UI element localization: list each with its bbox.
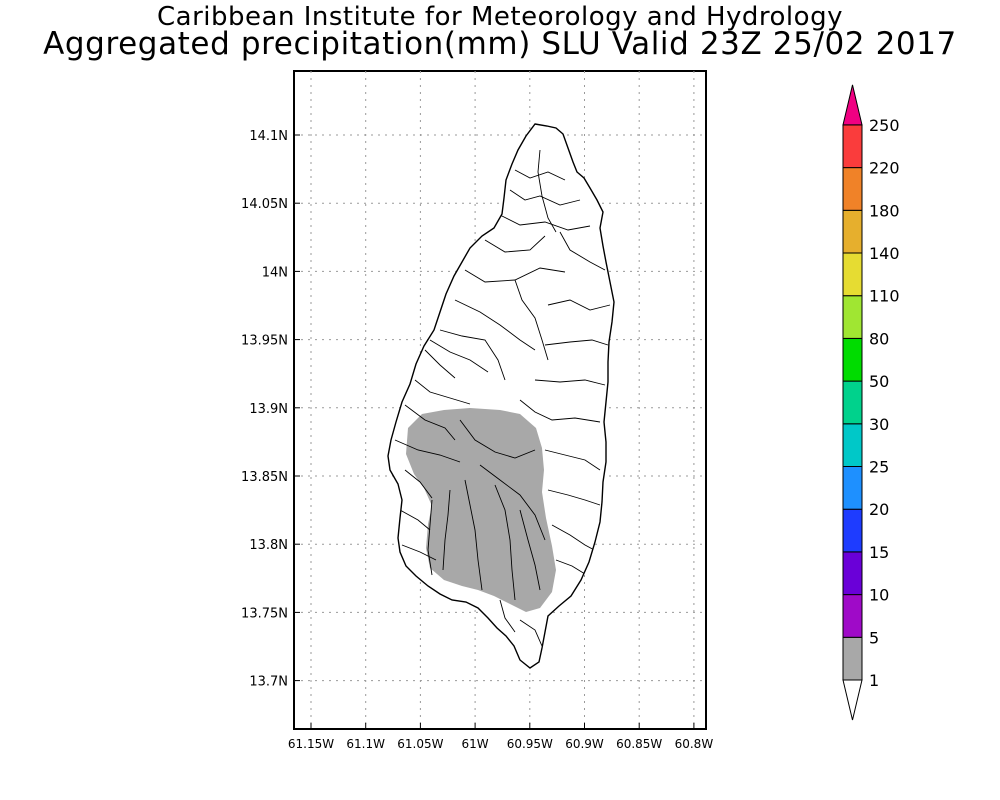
colorbar-label: 20 (869, 500, 889, 519)
colorbar-label: 220 (869, 159, 900, 178)
colorbar-segment (842, 124, 863, 169)
colorbar-segment (842, 508, 863, 553)
lon-tick-label: 61W (462, 737, 489, 751)
colorbar-segment (842, 466, 863, 510)
product-title: Aggregated precipitation(mm) SLU Valid 2… (43, 26, 957, 62)
institution-title: Caribbean Institute for Meteorology and … (157, 2, 843, 32)
colorbar-segment (842, 337, 863, 382)
colorbar-segment (842, 209, 863, 254)
colorbar-label: 10 (869, 586, 889, 605)
latitude-axis: 14.1N 14.05N 14N 13.95N 13.9N 13.85N 13.8N 13.7… (241, 129, 300, 690)
colorbar-segment (842, 380, 863, 425)
colorbar-label: 1 (869, 671, 879, 690)
lat-tick-label: 13.85N (241, 470, 288, 485)
lon-tick-label: 60.85W (616, 737, 662, 751)
colorbar-label: 80 (869, 329, 889, 348)
colorbar-label: 250 (869, 116, 900, 135)
colorbar-label: 140 (869, 244, 900, 263)
lon-tick-label: 60.95W (507, 737, 553, 751)
lat-tick-label: 14N (262, 265, 288, 280)
lat-tick-label: 13.75N (241, 606, 288, 621)
lat-tick-label: 13.7N (249, 675, 288, 690)
colorbar-segment (842, 551, 863, 596)
island-st-lucia (387, 123, 615, 669)
colorbar-label: 180 (869, 201, 900, 220)
lat-tick-label: 14.05N (241, 197, 288, 212)
colorbar-label: 5 (869, 628, 879, 647)
colorbar-low-arrow (842, 679, 863, 721)
lat-tick-label: 13.95N (241, 334, 288, 349)
lon-tick-label: 61.1W (346, 737, 385, 751)
colorbar-segment (842, 423, 863, 467)
colorbar-segment (842, 594, 863, 638)
longitude-axis: 61.15W 61.1W 61.05W 61W 60.95W 60.9W 60.85W 60.… (288, 723, 713, 751)
watershed-boundaries (394, 149, 611, 647)
colorbar-label: 25 (869, 458, 889, 477)
lon-tick-label: 60.9W (565, 737, 604, 751)
colorbar-label: 30 (869, 415, 889, 434)
colorbar-label: 110 (869, 287, 900, 306)
colorbar-segment (842, 167, 863, 211)
lat-tick-label: 14.1N (249, 129, 288, 144)
colorbar-high-arrow (842, 84, 863, 126)
colorbar-segment (842, 252, 863, 297)
colorbar-label: 15 (869, 543, 889, 562)
lat-tick-label: 13.8N (249, 538, 288, 553)
colorbar-segment (842, 295, 863, 339)
lon-tick-label: 60.8W (675, 737, 714, 751)
lon-tick-label: 61.15W (288, 737, 334, 751)
colorbar-label: 50 (869, 372, 889, 391)
colorbar-segment (842, 636, 863, 681)
lon-tick-label: 61.05W (397, 737, 443, 751)
lat-tick-label: 13.9N (249, 402, 288, 417)
